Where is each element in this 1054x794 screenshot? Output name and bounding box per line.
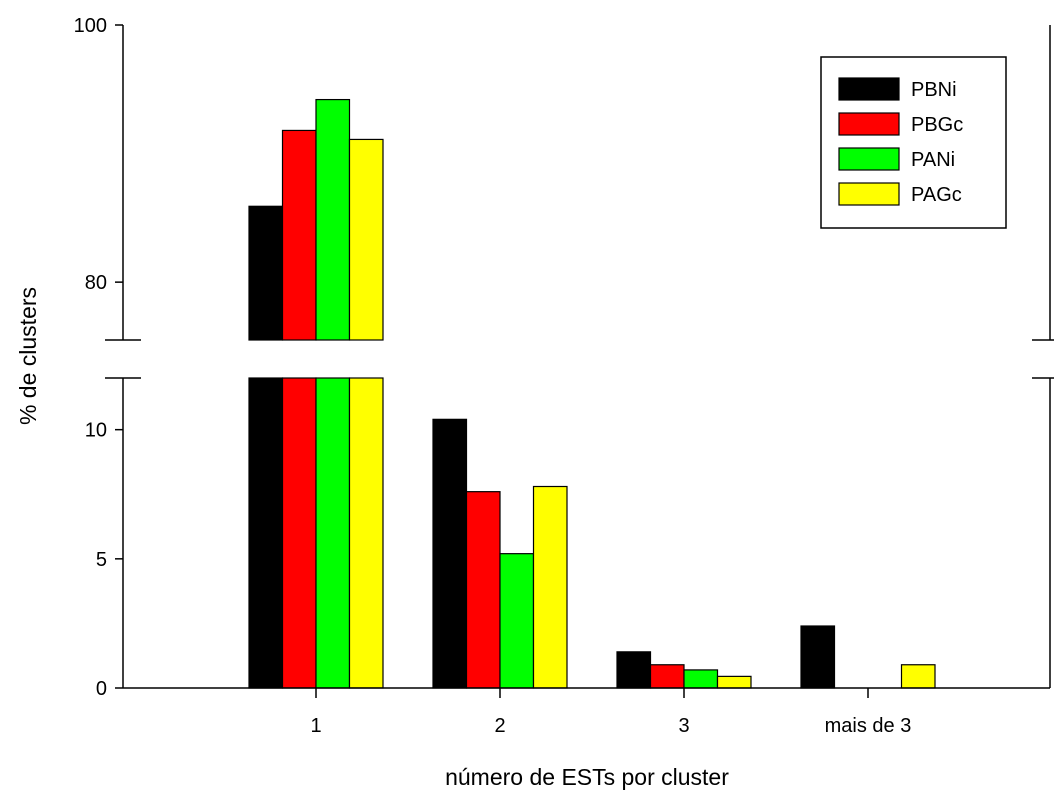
legend-swatch-pagc [838,182,900,206]
y-tick-label-10: 10 [85,420,107,442]
bar-pbni-3 [616,651,652,689]
x-axis-title: número de ESTs por cluster [445,764,729,790]
bar-pbni-1-upper [248,205,284,341]
bar-pagc-1-lower [348,377,384,689]
bar-pagc-1-upper [348,138,384,341]
bar-pbgc-1-upper [281,129,317,341]
legend: PBNi PBGc PANi PAGc [820,56,1007,229]
bar-pagc-2 [532,485,568,689]
y-tick-label-5: 5 [96,549,107,571]
legend-swatch-pbgc [838,112,900,136]
bar-pbni-2 [432,418,468,689]
bar-pagc-3 [716,675,752,689]
x-tick-label-1: 1 [310,715,321,737]
bar-pbni-4 [800,625,836,689]
legend-swatch-pani [838,147,900,171]
x-tick-label-2: 2 [494,715,505,737]
bars-layer [248,98,936,689]
axes-layer: 0 5 10 80 100 1 2 3 mais de 3 [74,15,1054,737]
bar-pani-1-upper [315,98,351,341]
bar-pani-3 [683,669,719,689]
bar-pbgc-3 [649,664,685,689]
y-tick-label-0: 0 [96,678,107,700]
legend-label-pbni: PBNi [911,79,957,101]
bar-pbni-1-lower [248,377,284,689]
bar-pbgc-2 [465,491,501,689]
x-tick-label-3: 3 [678,715,689,737]
legend-label-pani: PANi [911,149,955,171]
bar-pani-2 [499,553,535,689]
y-axis-title: % de clusters [15,287,41,425]
legend-label-pbgc: PBGc [911,114,963,136]
bar-pagc-4 [900,664,936,689]
x-tick-label-4: mais de 3 [825,715,912,737]
bar-pbgc-1-lower [281,377,317,689]
y-tick-label-80: 80 [85,272,107,294]
y-tick-label-100: 100 [74,15,107,37]
legend-swatch-pbni [838,77,900,101]
bar-pani-1-lower [315,377,351,689]
legend-label-pagc: PAGc [911,184,962,206]
